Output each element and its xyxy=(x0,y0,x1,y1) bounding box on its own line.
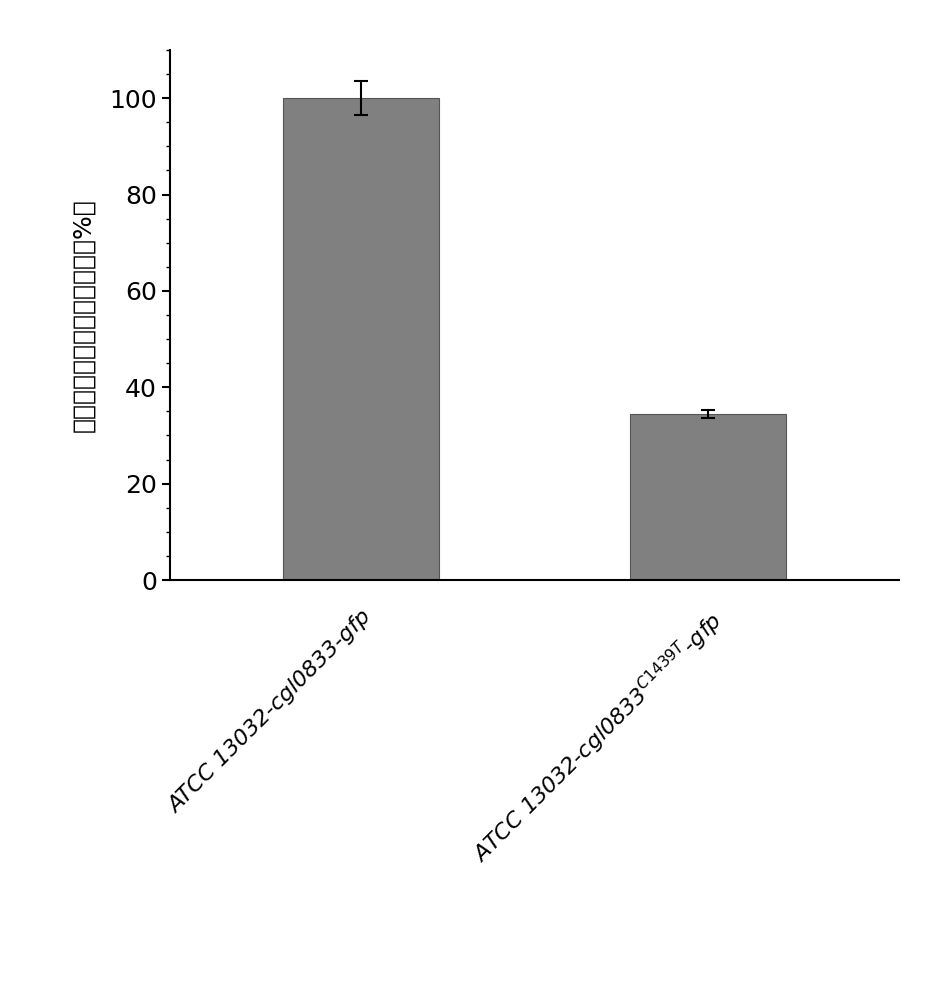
Bar xyxy=(283,98,439,580)
Bar xyxy=(630,414,786,580)
Text: ATCC 13032-cgl0833-gfp: ATCC 13032-cgl0833-gfp xyxy=(166,606,376,817)
Y-axis label: 单位生物量的相对荧光强度（%）: 单位生物量的相对荧光强度（%） xyxy=(72,198,96,432)
Text: ATCC 13032-cgl0833$^{C1439T}$-gfp: ATCC 13032-cgl0833$^{C1439T}$-gfp xyxy=(466,606,728,869)
